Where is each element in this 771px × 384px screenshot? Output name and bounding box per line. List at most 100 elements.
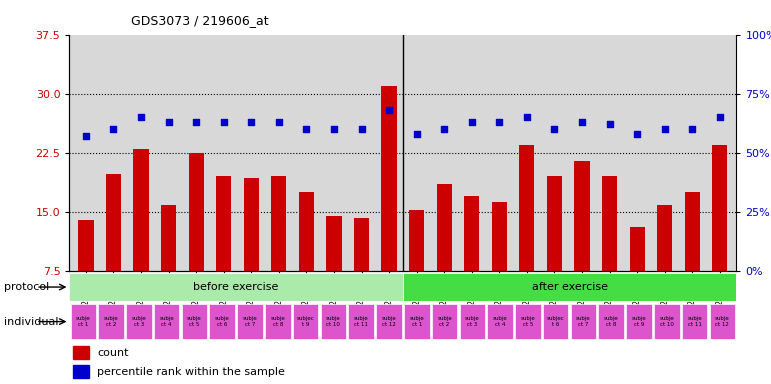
Bar [574, 161, 590, 271]
Bar [72, 365, 89, 378]
Text: subje
ct 5: subje ct 5 [520, 316, 535, 327]
Text: subje
ct 7: subje ct 7 [576, 316, 591, 327]
Bar [487, 305, 513, 339]
Text: subje
ct 11: subje ct 11 [687, 316, 702, 327]
Point [383, 107, 396, 113]
Text: count: count [97, 348, 129, 358]
Bar [299, 192, 314, 271]
Bar [602, 176, 617, 271]
Point [135, 114, 147, 120]
Bar [293, 305, 318, 339]
Bar [709, 305, 736, 339]
Bar [72, 346, 89, 359]
Text: subje
ct 8: subje ct 8 [271, 316, 285, 327]
Text: subje
ct 3: subje ct 3 [132, 316, 146, 327]
Text: subje
ct 3: subje ct 3 [465, 316, 480, 327]
Bar [629, 227, 645, 271]
Point [410, 131, 423, 137]
Point [163, 119, 175, 125]
Point [245, 119, 258, 125]
Bar [98, 305, 124, 339]
Bar [126, 305, 152, 339]
Bar [133, 149, 149, 271]
Point [300, 126, 312, 132]
Point [631, 131, 643, 137]
Bar [348, 305, 374, 339]
Bar [216, 176, 231, 271]
Text: subje
ct 10: subje ct 10 [659, 316, 674, 327]
Bar [404, 305, 429, 339]
Point [686, 126, 699, 132]
Text: protocol: protocol [4, 282, 49, 292]
Text: subje
ct 12: subje ct 12 [715, 316, 730, 327]
Bar [543, 305, 568, 339]
Point [548, 126, 561, 132]
Bar [69, 273, 402, 301]
Bar [244, 178, 259, 271]
Text: percentile rank within the sample: percentile rank within the sample [97, 367, 285, 377]
Bar [682, 305, 708, 339]
Point [107, 126, 120, 132]
Bar [326, 216, 342, 271]
Text: subje
ct 9: subje ct 9 [631, 316, 646, 327]
Bar [354, 218, 369, 271]
Bar [520, 145, 534, 271]
Point [217, 119, 230, 125]
Point [658, 126, 671, 132]
Bar [409, 210, 424, 271]
Text: subje
ct 6: subje ct 6 [215, 316, 230, 327]
Bar [685, 192, 700, 271]
Bar [237, 305, 263, 339]
Text: subje
ct 10: subje ct 10 [326, 316, 341, 327]
Bar [189, 153, 204, 271]
Bar [106, 174, 121, 271]
Bar [382, 86, 396, 271]
Text: subje
ct 7: subje ct 7 [243, 316, 258, 327]
Point [493, 119, 506, 125]
Bar [492, 202, 507, 271]
Bar [436, 184, 452, 271]
Bar [182, 305, 207, 339]
Bar [460, 305, 485, 339]
Text: subje
ct 1: subje ct 1 [76, 316, 91, 327]
Point [466, 119, 478, 125]
Bar [265, 305, 291, 339]
Text: subjec
t 6: subjec t 6 [547, 316, 564, 327]
Bar [210, 305, 235, 339]
Point [438, 126, 450, 132]
Bar [654, 305, 679, 339]
Text: subje
ct 12: subje ct 12 [382, 316, 396, 327]
Text: subje
ct 5: subje ct 5 [187, 316, 202, 327]
Point [328, 126, 340, 132]
Text: subje
ct 4: subje ct 4 [160, 316, 174, 327]
Bar [712, 145, 727, 271]
Text: subje
ct 2: subje ct 2 [103, 316, 119, 327]
Bar [154, 305, 180, 339]
Text: subje
ct 4: subje ct 4 [493, 316, 507, 327]
Bar [515, 305, 540, 339]
Text: before exercise: before exercise [194, 282, 279, 292]
Point [714, 114, 726, 120]
Point [190, 119, 202, 125]
Text: subje
ct 2: subje ct 2 [437, 316, 452, 327]
Bar [402, 273, 736, 301]
Text: individual: individual [4, 316, 59, 327]
Bar [70, 305, 96, 339]
Point [79, 133, 92, 139]
Bar [321, 305, 346, 339]
Point [520, 114, 533, 120]
Point [273, 119, 285, 125]
Text: subjec
t 9: subjec t 9 [297, 316, 315, 327]
Bar [376, 305, 402, 339]
Bar [626, 305, 651, 339]
Bar [598, 305, 624, 339]
Bar [432, 305, 457, 339]
Bar [464, 196, 480, 271]
Point [576, 119, 588, 125]
Point [355, 126, 368, 132]
Bar [79, 220, 93, 271]
Bar [271, 176, 286, 271]
Text: after exercise: after exercise [531, 282, 608, 292]
Bar [161, 205, 177, 271]
Bar [571, 305, 596, 339]
